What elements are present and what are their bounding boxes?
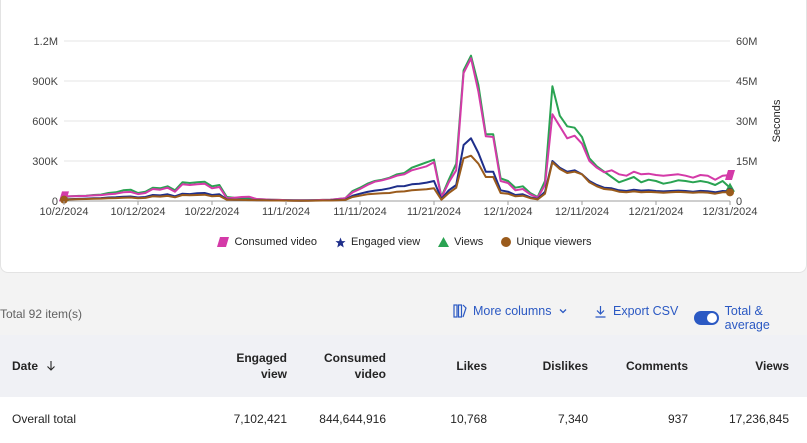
total-items-count: Total 92 item(s) bbox=[0, 307, 83, 321]
table-header: Date Engaged view Consumed video Likes D… bbox=[0, 335, 807, 397]
column-header-views[interactable]: Views bbox=[755, 359, 789, 373]
x-axis-tick: 11/1/2024 bbox=[262, 206, 310, 218]
left-axis-tick: 600K bbox=[32, 116, 58, 128]
x-axis-tick: 10/12/2024 bbox=[110, 206, 165, 218]
x-axis-tick: 12/21/2024 bbox=[628, 206, 683, 218]
series-line-unique-viewers bbox=[63, 154, 730, 202]
right-axis-tick: 45M bbox=[736, 76, 757, 88]
cell-consumed-video: 844,644,916 bbox=[319, 412, 386, 426]
right-axis-tick: 60M bbox=[736, 36, 757, 48]
column-header-dislikes[interactable]: Dislikes bbox=[542, 359, 588, 373]
right-axis-tick: 15M bbox=[736, 156, 757, 168]
total-average-toggle[interactable]: Total & average bbox=[694, 304, 807, 332]
cell-engaged-view: 7,102,421 bbox=[233, 412, 287, 426]
right-axis-tick: 30M bbox=[736, 116, 757, 128]
column-header-comments[interactable]: Comments bbox=[625, 359, 688, 373]
line-chart: 0 0 300K 15M 600K 30M 900K 45M 1.2M 60M Seconds 10/… bbox=[32, 36, 783, 218]
column-header-consumed-video[interactable]: Consumed video bbox=[323, 351, 386, 381]
download-icon bbox=[595, 305, 606, 318]
legend-consumed-video[interactable]: Consumed video bbox=[217, 236, 317, 248]
left-axis-tick: 1.2M bbox=[34, 36, 58, 48]
toggle-switch[interactable] bbox=[694, 311, 719, 325]
legend-label: Engaged view bbox=[351, 236, 421, 248]
total-average-label: Total & average bbox=[724, 304, 770, 332]
series-line-consumed-video bbox=[63, 57, 731, 202]
export-csv-button[interactable]: Export CSV bbox=[594, 304, 678, 318]
parallelogram-icon bbox=[217, 237, 230, 247]
data-table: Date Engaged view Consumed video Likes D… bbox=[0, 335, 807, 443]
x-axis-tick: 11/11/2024 bbox=[333, 206, 386, 218]
more-columns-label: More columns bbox=[473, 304, 552, 318]
x-axis-tick: 10/22/2024 bbox=[184, 206, 239, 218]
legend-label: Consumed video bbox=[234, 236, 318, 248]
legend-label: Views bbox=[454, 236, 484, 248]
star-icon bbox=[335, 236, 346, 248]
more-columns-button[interactable]: More columns bbox=[453, 304, 568, 318]
column-header-likes[interactable]: Likes bbox=[456, 359, 487, 373]
column-header-date[interactable]: Date bbox=[12, 358, 56, 374]
arrow-down-icon bbox=[47, 361, 56, 371]
columns-icon bbox=[453, 304, 467, 318]
cell-dislikes: 7,340 bbox=[557, 412, 588, 426]
legend-engaged-view[interactable]: Engaged view bbox=[335, 236, 420, 248]
cell-comments: 937 bbox=[667, 412, 688, 426]
series-end-marker bbox=[60, 195, 68, 204]
chevron-down-icon bbox=[559, 309, 566, 314]
x-axis-tick: 10/2/2024 bbox=[40, 206, 89, 218]
x-axis-tick: 11/21/2024 bbox=[407, 206, 461, 218]
left-axis-tick: 0 bbox=[52, 196, 58, 208]
right-axis-tick: 0 bbox=[736, 196, 742, 208]
column-header-engaged-view[interactable]: Engaged view bbox=[236, 351, 287, 381]
triangle-icon bbox=[438, 237, 450, 247]
x-axis-tick: 12/1/2024 bbox=[484, 206, 533, 218]
legend-label: Unique viewers bbox=[516, 236, 592, 248]
chart-card: 0 0 300K 15M 600K 30M 900K 45M 1.2M 60M Seconds 10/… bbox=[0, 0, 807, 273]
left-axis-tick: 300K bbox=[32, 156, 58, 168]
series-end-marker bbox=[726, 188, 734, 197]
legend-unique-viewers[interactable]: Unique viewers bbox=[501, 236, 592, 248]
series-line-views bbox=[63, 54, 731, 202]
circle-icon bbox=[501, 237, 512, 247]
table-row-overall-total: Overall total 7,102,421 844,644,916 10,7… bbox=[0, 397, 807, 443]
x-axis-tick: 12/11/2024 bbox=[555, 206, 609, 218]
export-csv-label: Export CSV bbox=[613, 304, 679, 318]
legend-views[interactable]: Views bbox=[438, 236, 483, 248]
cell-likes: 10,768 bbox=[450, 412, 487, 426]
x-axis-tick: 12/31/2024 bbox=[702, 206, 757, 218]
left-axis-tick: 900K bbox=[32, 76, 58, 88]
table-toolbar: Total 92 item(s) More columns Export CSV… bbox=[0, 304, 807, 332]
row-label: Overall total bbox=[12, 412, 77, 426]
cell-views: 17,236,845 bbox=[728, 412, 789, 426]
right-axis-label: Seconds bbox=[771, 99, 783, 142]
chart-legend: Consumed video Engaged view Views Unique… bbox=[1, 236, 807, 248]
series-end-marker bbox=[725, 170, 735, 180]
